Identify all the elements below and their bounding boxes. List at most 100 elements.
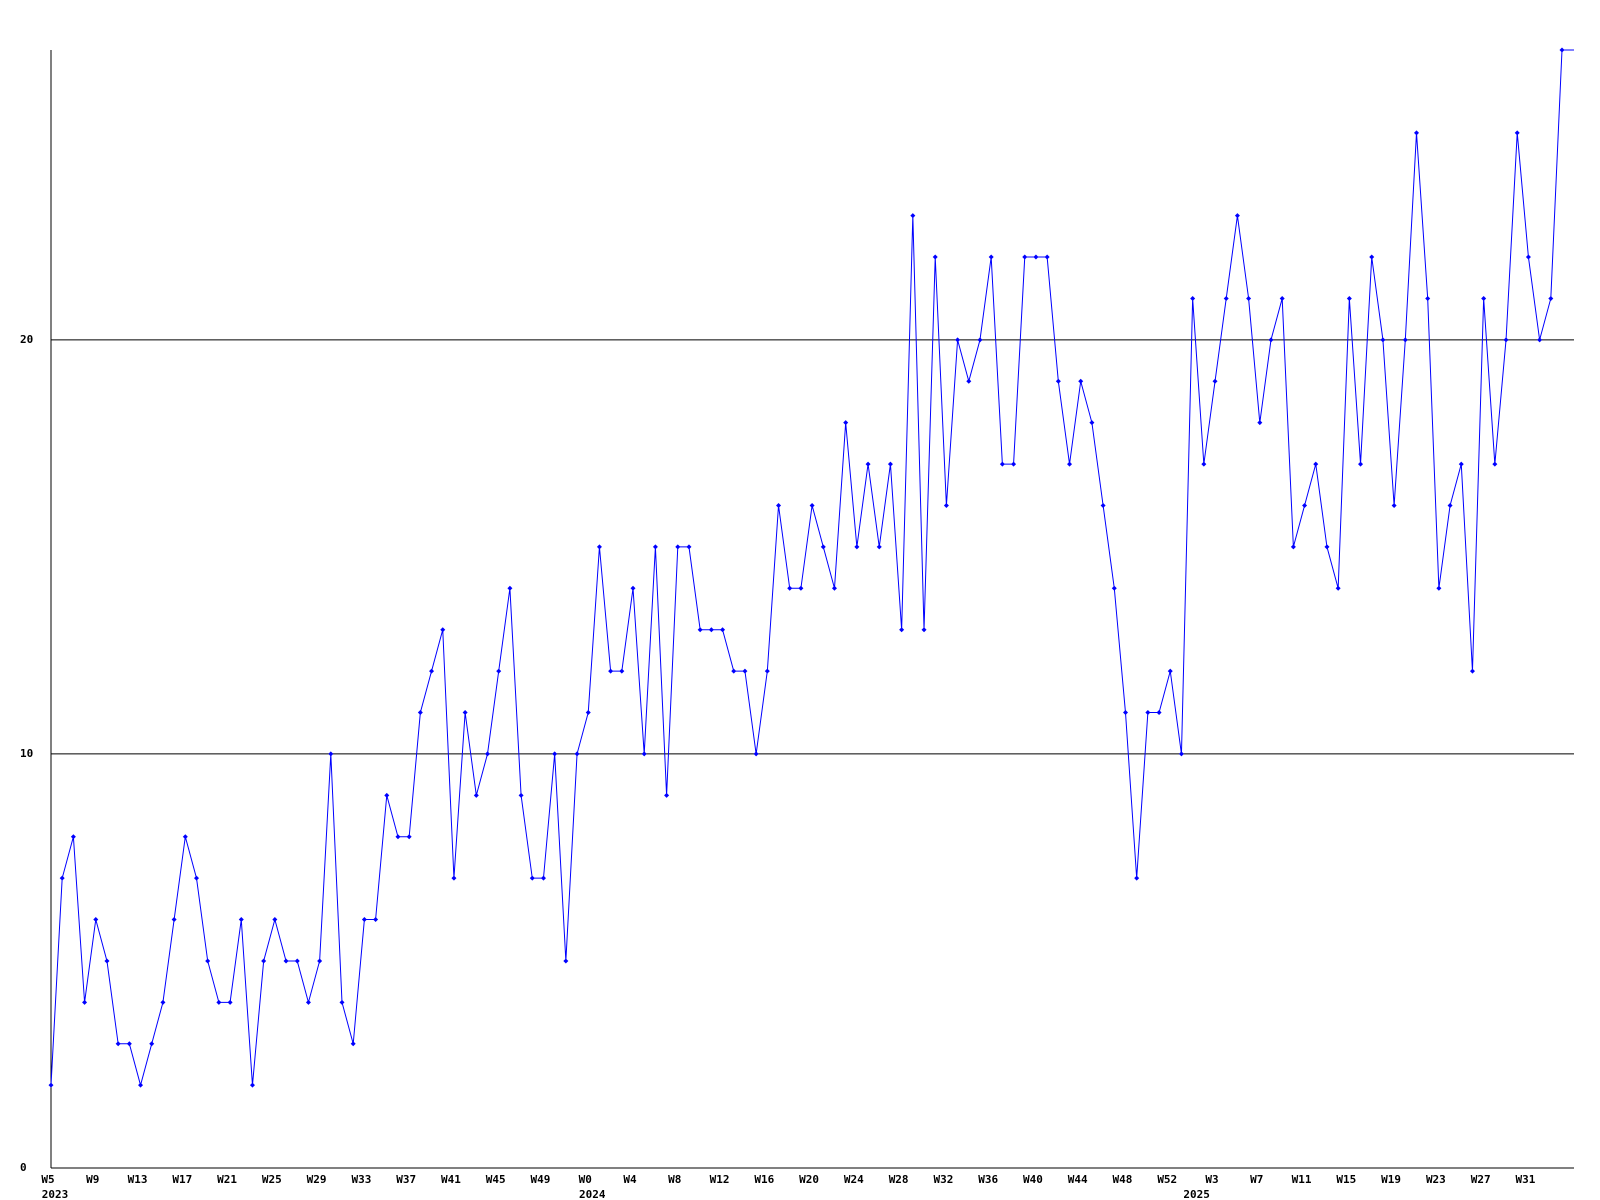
year-label: 2024	[579, 1188, 606, 1200]
x-tick-label: W33	[351, 1173, 371, 1186]
point-marker	[1346, 295, 1352, 301]
point-marker	[596, 544, 602, 550]
x-tick-label: W29	[307, 1173, 327, 1186]
point-marker	[104, 958, 110, 964]
x-tick-label: W7	[1250, 1173, 1263, 1186]
x-tick-label: W5	[41, 1173, 54, 1186]
x-tick-label: W49	[531, 1173, 551, 1186]
point-marker	[955, 337, 961, 343]
x-tick-label: W17	[172, 1173, 192, 1186]
point-marker	[126, 1041, 132, 1047]
point-marker	[966, 378, 972, 384]
point-marker	[1413, 130, 1419, 136]
point-marker	[1537, 337, 1543, 343]
point-marker	[652, 544, 658, 550]
point-marker	[720, 627, 726, 633]
point-marker	[317, 958, 323, 964]
point-marker	[1358, 461, 1364, 467]
x-tick-label: W12	[710, 1173, 730, 1186]
point-marker	[776, 502, 782, 508]
point-marker	[1212, 378, 1218, 384]
point-marker	[205, 958, 211, 964]
point-marker	[417, 710, 423, 716]
point-marker	[1201, 461, 1207, 467]
point-marker	[518, 792, 524, 798]
point-marker	[608, 668, 614, 674]
x-tick-label: W24	[844, 1173, 864, 1186]
point-marker	[641, 751, 647, 757]
point-marker	[798, 585, 804, 591]
point-marker	[216, 999, 222, 1005]
point-marker	[350, 1041, 356, 1047]
point-marker	[93, 917, 99, 923]
point-marker	[887, 461, 893, 467]
point-marker	[249, 1082, 255, 1088]
y-tick-label: 0	[20, 1161, 27, 1174]
point-marker	[675, 544, 681, 550]
point-marker	[1234, 213, 1240, 219]
point-marker	[1425, 295, 1431, 301]
point-marker	[1122, 710, 1128, 716]
x-tick-label: W3	[1205, 1173, 1218, 1186]
point-marker	[182, 834, 188, 840]
point-marker	[160, 999, 166, 1005]
point-marker	[1246, 295, 1252, 301]
point-marker	[932, 254, 938, 260]
point-marker	[865, 461, 871, 467]
y-tick-label: 10	[20, 747, 33, 760]
point-marker	[899, 627, 905, 633]
point-marker	[59, 875, 65, 881]
x-tick-label: W0	[579, 1173, 592, 1186]
point-marker	[384, 792, 390, 798]
point-marker	[1481, 295, 1487, 301]
point-marker	[138, 1082, 144, 1088]
point-marker	[1402, 337, 1408, 343]
point-marker	[395, 834, 401, 840]
x-tick-label: W45	[486, 1173, 506, 1186]
point-marker	[1145, 710, 1151, 716]
x-tick-label: W52	[1157, 1173, 1177, 1186]
point-marker	[70, 834, 76, 840]
point-marker	[1492, 461, 1498, 467]
x-tick-label: W31	[1515, 1173, 1535, 1186]
point-marker	[305, 999, 311, 1005]
point-marker	[943, 502, 949, 508]
point-marker	[115, 1041, 121, 1047]
x-tick-label: W4	[623, 1173, 637, 1186]
point-marker	[1503, 337, 1509, 343]
x-tick-label: W48	[1113, 1173, 1133, 1186]
point-marker	[697, 627, 703, 633]
point-marker	[1447, 502, 1453, 508]
point-marker	[1279, 295, 1285, 301]
point-marker	[194, 875, 200, 881]
x-tick-label: W16	[754, 1173, 774, 1186]
point-marker	[1469, 668, 1475, 674]
point-marker	[261, 958, 267, 964]
point-marker	[149, 1041, 155, 1047]
point-marker	[227, 999, 233, 1005]
x-tick-label: W15	[1336, 1173, 1356, 1186]
x-tick-label: W9	[86, 1173, 99, 1186]
point-marker	[843, 420, 849, 426]
x-tick-label: W25	[262, 1173, 282, 1186]
point-marker	[48, 1082, 54, 1088]
point-marker	[619, 668, 625, 674]
point-marker	[585, 710, 591, 716]
point-marker	[1324, 544, 1330, 550]
point-marker	[1190, 295, 1196, 301]
point-marker	[820, 544, 826, 550]
point-marker	[999, 461, 1005, 467]
point-marker	[1178, 751, 1184, 757]
point-marker	[462, 710, 468, 716]
point-marker	[787, 585, 793, 591]
point-marker	[373, 917, 379, 923]
x-tick-label: W13	[128, 1173, 148, 1186]
x-tick-label: W21	[217, 1173, 237, 1186]
x-tick-label: W23	[1426, 1173, 1446, 1186]
point-marker	[328, 751, 334, 757]
point-marker	[238, 917, 244, 923]
x-tick-label: W40	[1023, 1173, 1043, 1186]
point-marker	[921, 627, 927, 633]
point-marker	[496, 668, 502, 674]
y-tick-label: 20	[20, 333, 33, 346]
